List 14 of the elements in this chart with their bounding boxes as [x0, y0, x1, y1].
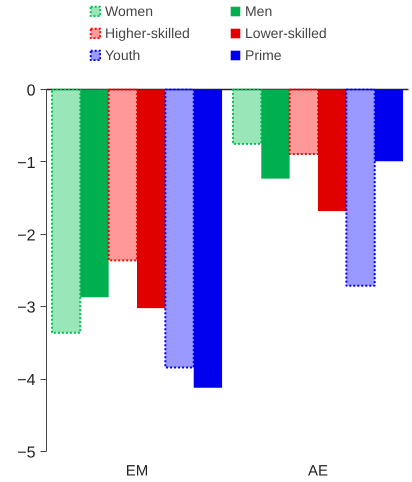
- legend-label: Women: [105, 2, 154, 20]
- x-tick-label: EM: [126, 462, 148, 480]
- legend-label: Higher-skilled: [105, 24, 191, 42]
- legend-label: Men: [245, 2, 274, 20]
- y-tick-label: −5: [17, 444, 36, 462]
- y-tick-label: −4: [17, 372, 36, 390]
- y-tick-label: −2: [17, 227, 36, 244]
- x-tick-label: AE: [308, 462, 328, 480]
- y-tick-label: 0: [26, 82, 36, 100]
- y-tick-label: −3: [17, 300, 36, 317]
- y-tick-label: −1: [17, 154, 36, 172]
- legend-label: Youth: [105, 46, 142, 64]
- legend-label: Lower-skilled: [245, 24, 328, 42]
- legend-label: Prime: [245, 46, 283, 64]
